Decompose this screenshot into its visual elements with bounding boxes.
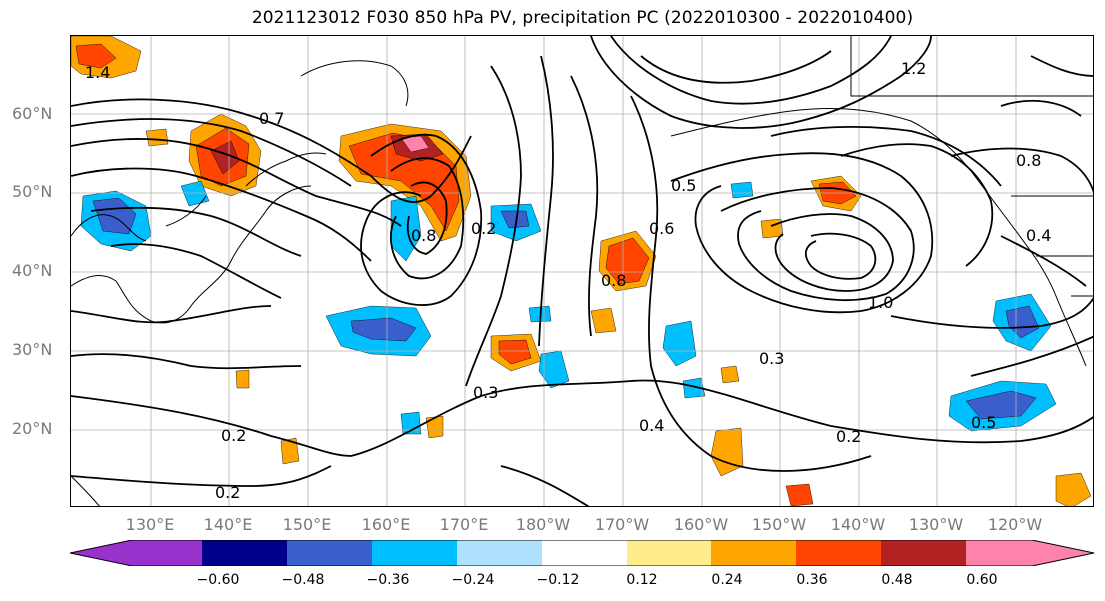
colorbar-tick: 0.48 xyxy=(881,572,913,588)
colorbar-tick: −0.12 xyxy=(536,572,580,588)
contour-label: 0.2 xyxy=(836,427,861,446)
contour-label: 0.2 xyxy=(221,426,246,445)
contour-labels: 0.7 0.2 0.2 0.2 0.3 0.3 0.4 0.4 0.5 0.5 … xyxy=(85,59,1051,502)
colorbar-segment xyxy=(202,540,287,566)
lon-label-160w: 160°W xyxy=(673,515,729,534)
lon-label-130w: 130°W xyxy=(908,515,964,534)
colorbar-segment xyxy=(711,540,796,566)
pv-contours xyxy=(71,36,1093,506)
contour-label: 0.3 xyxy=(473,383,498,402)
contour-label: 0.5 xyxy=(671,176,696,195)
lon-label-160e: 160°E xyxy=(361,515,411,534)
contour-label: 0.8 xyxy=(411,226,436,245)
colorbar-tick: −0.60 xyxy=(196,572,240,588)
colorbar-segment xyxy=(796,540,881,566)
contour-label: 0.8 xyxy=(601,271,626,290)
colorbar xyxy=(70,540,1095,566)
colorbar-tick: −0.24 xyxy=(451,572,495,588)
colorbar-segment xyxy=(542,540,627,566)
lat-label-60n: 60°N xyxy=(12,104,53,123)
colorbar-segment xyxy=(372,540,457,566)
lon-label-130e: 130°E xyxy=(125,515,175,534)
contour-label: 0.4 xyxy=(639,416,664,435)
contour-label: 0.7 xyxy=(259,109,284,128)
lon-label-140w: 140°W xyxy=(830,515,886,534)
colorbar-segment xyxy=(627,540,711,566)
contour-label: 0.5 xyxy=(971,413,996,432)
map-svg: 0.7 0.2 0.2 0.2 0.3 0.3 0.4 0.4 0.5 0.5 … xyxy=(71,36,1093,506)
lon-label-150w: 150°W xyxy=(751,515,807,534)
colorbar-tick: 0.24 xyxy=(711,572,743,588)
colorbar-tick: 0.12 xyxy=(626,572,658,588)
contour-label: 0.6 xyxy=(649,219,674,238)
lat-label-50n: 50°N xyxy=(12,182,53,201)
colorbar-segment xyxy=(966,540,1094,566)
lat-label-20n: 20°N xyxy=(12,419,53,438)
colorbar-segment xyxy=(457,540,542,566)
lon-label-120w: 120°W xyxy=(987,515,1043,534)
contour-label: 0.2 xyxy=(215,483,240,502)
lat-label-30n: 30°N xyxy=(12,340,53,359)
coastlines xyxy=(71,36,1093,506)
contour-label: 1.2 xyxy=(901,59,926,78)
map-panel: 0.7 0.2 0.2 0.2 0.3 0.3 0.4 0.4 0.5 0.5 … xyxy=(70,35,1094,507)
contour-label: 0.2 xyxy=(471,219,496,238)
colorbar-tick: 0.60 xyxy=(966,572,998,588)
colorbar-tick: 0.36 xyxy=(796,572,828,588)
colorbar-segment xyxy=(881,540,966,566)
contour-label: 1.0 xyxy=(868,293,893,312)
lon-label-170e: 170°E xyxy=(439,515,489,534)
colorbar-tick: −0.36 xyxy=(366,572,410,588)
graticule xyxy=(71,36,1093,506)
colorbar-tick: −0.48 xyxy=(281,572,325,588)
contour-label: 0.8 xyxy=(1016,151,1041,170)
contour-label: 1.4 xyxy=(85,63,110,82)
lon-label-150e: 150°E xyxy=(282,515,332,534)
lon-label-140e: 140°E xyxy=(203,515,253,534)
lon-label-180w: 180°W xyxy=(515,515,571,534)
contour-label: 0.3 xyxy=(759,349,784,368)
contour-label: 0.4 xyxy=(1026,226,1051,245)
colorbar-segment xyxy=(70,540,202,566)
colorbar-segment xyxy=(287,540,372,566)
lon-label-170w: 170°W xyxy=(594,515,650,534)
chart-title: 2021123012 F030 850 hPa PV, precipitatio… xyxy=(251,8,914,28)
lat-label-40n: 40°N xyxy=(12,261,53,280)
